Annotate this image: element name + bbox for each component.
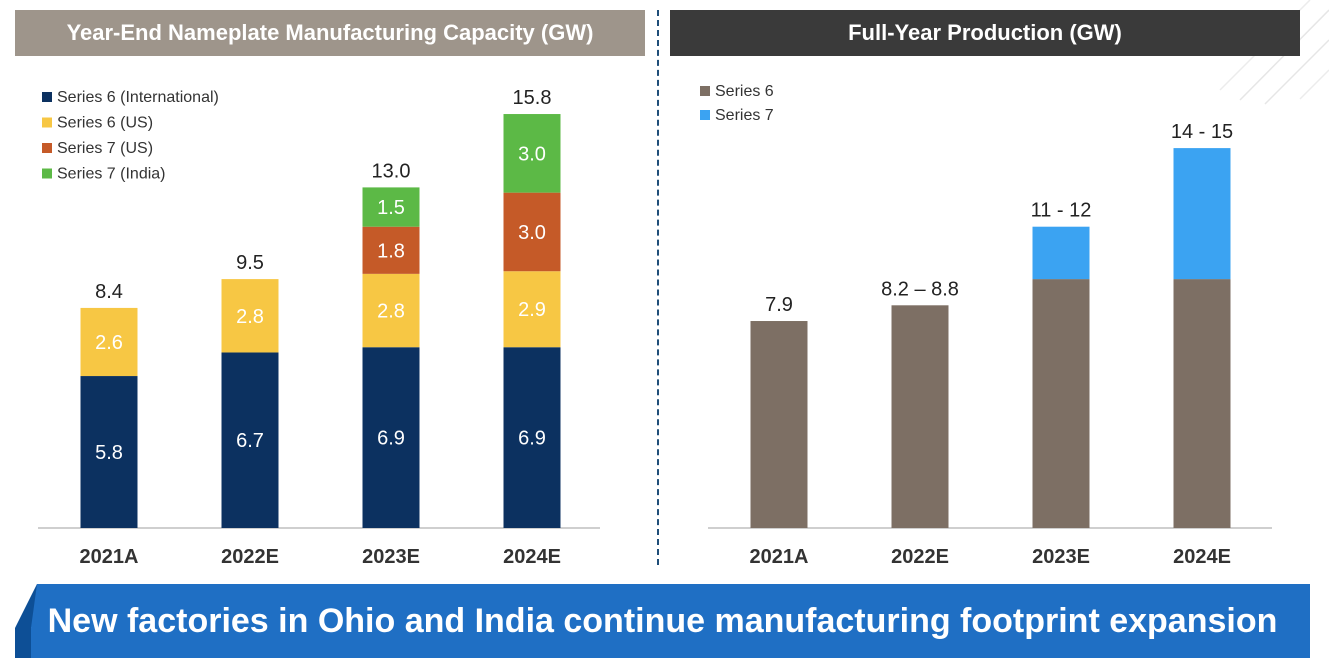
capacity-bar-label-2022E-s0: 6.7 [236,430,264,452]
capacity-bar-2024E-s1 [503,271,561,348]
capacity-bar-2022E-s0 [221,352,279,528]
production-legend-label-1: Series 7 [715,107,774,124]
capacity-legend-label-1: Series 6 (US) [57,115,153,132]
production-bar-2023E-s1 [1032,226,1090,280]
capacity-tick-label-2023E: 2023E [362,546,420,568]
footer-banner: New factories in Ohio and India continue… [15,584,1310,658]
capacity-tick-label-2024E: 2024E [503,546,561,568]
capacity-bar-label-2023E-s1: 2.8 [377,301,405,323]
capacity-bar-2023E-s2 [362,226,420,274]
capacity-tick-label-2022E: 2022E [221,546,279,568]
capacity-bar-2024E-s2 [503,192,561,272]
capacity-total-label-2021A: 8.4 [95,281,123,303]
capacity-bar-label-2021A-s0: 5.8 [95,442,123,464]
capacity-bar-label-2024E-s2: 3.0 [518,222,546,244]
capacity-bar-label-2022E-s1: 2.8 [236,306,264,328]
production-chart-title: Full-Year Production (GW) [848,20,1122,45]
production-legend-swatch-0 [700,86,710,96]
capacity-bar-label-2024E-s0: 6.9 [518,428,546,450]
production-total-label-2023E: 11 - 12 [1031,200,1092,222]
production-total-label-2024E: 14 - 15 [1171,121,1233,143]
capacity-legend-swatch-1 [42,117,52,128]
production-tick-label-2023E: 2023E [1032,546,1090,568]
capacity-bar-label-2023E-s0: 6.9 [377,428,405,450]
capacity-total-label-2024E: 15.8 [513,87,552,109]
capacity-legend-label-3: Series 7 (India) [57,166,166,183]
capacity-legend-swatch-2 [42,143,52,153]
capacity-bar-2023E-s1 [362,273,420,348]
capacity-legend-label-2: Series 7 (US) [57,140,153,157]
production-bar-2023E-s0 [1032,279,1090,528]
capacity-bar-label-2023E-s3: 1.5 [377,197,405,219]
capacity-bar-2021A-s1 [80,307,138,377]
chart-divider [657,10,659,565]
charts-canvas: 5.8 2.6 8.4 2021A 6.7 2.8 9.5 2022E 6.9 2.8 1.8 1.5… [38,83,1272,568]
production-tick-label-2021A: 2021A [750,546,809,568]
capacity-bar-label-2024E-s1: 2.9 [518,299,546,321]
production-total-label-2021A: 7.9 [765,294,793,316]
production-legend-swatch-1 [700,110,710,120]
capacity-bar-label-2024E-s3: 3.0 [518,143,546,165]
production-total-label-2022E: 8.2 – 8.8 [881,278,959,300]
production-bar-2024E-s1 [1173,148,1231,280]
production-tick-label-2022E: 2022E [891,546,949,568]
capacity-bar-2021A-s0 [80,376,138,528]
production-bar-2021A-s0 [750,321,808,528]
production-tick-label-2024E: 2024E [1173,546,1231,568]
footer-message: New factories in Ohio and India continue… [47,601,1278,640]
footer-background [15,584,1310,658]
capacity-total-label-2023E: 13.0 [372,160,411,182]
production-legend-label-0: Series 6 [715,83,774,100]
production-chart-header: Full-Year Production (GW) [670,10,1300,56]
capacity-legend-swatch-0 [42,92,52,102]
production-bar-2022E-s0 [891,305,949,528]
capacity-bar-2023E-s0 [362,347,420,528]
capacity-total-label-2022E: 9.5 [236,252,264,274]
capacity-chart-title: Year-End Nameplate Manufacturing Capacit… [66,20,594,45]
capacity-legend-label-0: Series 6 (International) [57,89,219,106]
capacity-bar-2023E-s3 [362,187,420,227]
capacity-bar-label-2023E-s2: 1.8 [377,240,405,262]
capacity-chart-header: Year-End Nameplate Manufacturing Capacit… [15,10,645,56]
capacity-legend-swatch-3 [42,168,52,179]
capacity-bar-label-2021A-s1: 2.6 [95,332,123,354]
capacity-bar-2022E-s1 [221,279,279,353]
capacity-bar-2024E-s3 [503,114,561,193]
production-bar-2024E-s0 [1173,279,1231,528]
capacity-tick-label-2021A: 2021A [80,546,139,568]
capacity-bar-2024E-s0 [503,347,561,528]
